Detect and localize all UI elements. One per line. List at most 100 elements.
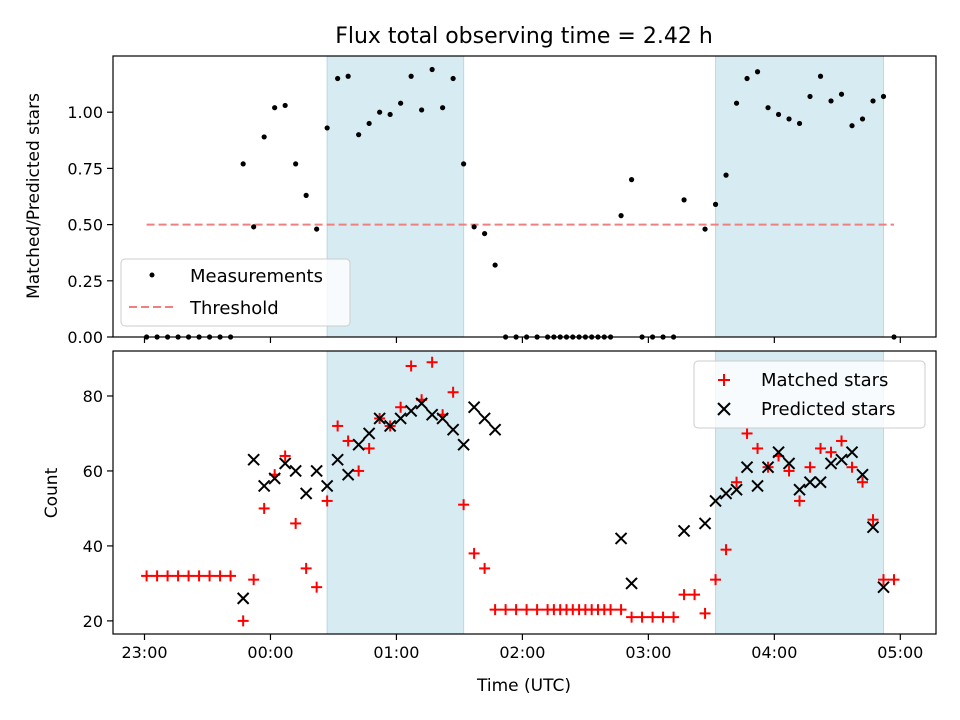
measurement-point [859, 116, 866, 122]
measurement-point [723, 172, 729, 178]
count-x-tick-label: 23:00 [121, 643, 167, 662]
x-axis-label: Time (UTC) [476, 676, 571, 696]
matched-star-point [783, 465, 795, 477]
count-plot-panel: 20 40 60 80 23:00 00:00 01:00 02:00 03:00 04:00 05… [42, 350, 937, 696]
predicted-star-point [751, 479, 764, 493]
measurement-point [775, 111, 782, 118]
measurement-point [240, 161, 246, 167]
predicted-star-point [478, 412, 491, 425]
predicted-star-point [730, 483, 743, 496]
measurement-point [880, 93, 887, 100]
matched-star-point [741, 427, 753, 439]
measurement-point [272, 105, 278, 111]
legend-matched-label: Matched stars [761, 370, 888, 391]
predicted-star-point [278, 457, 292, 470]
predicted-star-point [362, 427, 376, 440]
ratio-plot-axes: 0.00 0.25 0.50 0.75 1.00 [67, 55, 937, 347]
matched-star-point [867, 514, 879, 526]
predicted-star-point [803, 475, 817, 489]
ratio-legend: Measurements Threshold [120, 258, 351, 327]
count-x-tick-label: 01:00 [373, 643, 419, 662]
matched-star-point [237, 615, 249, 627]
matched-star-point [678, 589, 690, 601]
predicted-star-point [436, 412, 449, 425]
count-legend: Matched stars Predicted stars [693, 360, 926, 429]
ratio-plot-panel: 0.00 0.25 0.50 0.75 1.00 Matched/Predicted s… [24, 55, 937, 347]
ratio-legend-box [120, 258, 351, 327]
predicted-star-point [614, 532, 628, 545]
predicted-star-point [320, 479, 334, 493]
predicted-star-point [373, 412, 386, 425]
predicted-star-point [488, 423, 502, 436]
measurement-point [345, 73, 351, 79]
predicted-star-point [625, 577, 638, 590]
count-y-tick-label: 60 [83, 462, 103, 481]
predicted-star-point [845, 445, 859, 459]
matched-star-point [489, 604, 501, 616]
top-shaded-intervals [326, 55, 885, 338]
predicted-star-point [866, 520, 880, 534]
predicted-star-point [257, 479, 271, 493]
measurement-point [471, 224, 477, 230]
matched-star-point [426, 356, 438, 368]
matched-star-point [836, 435, 848, 447]
measurement-point [828, 98, 834, 104]
predicted-star-point [310, 464, 323, 478]
matched-star-point [857, 476, 869, 488]
matched-star-point [458, 499, 470, 511]
count-x-tick-label: 02:00 [499, 643, 545, 662]
measurement-point [702, 226, 708, 232]
count-x-tick-label: 04:00 [751, 643, 797, 662]
matched-star-point [710, 574, 722, 586]
matched-star-point [468, 547, 480, 559]
predicted-star-point [457, 438, 470, 451]
matched-star-point [151, 570, 163, 582]
matched-star-point [363, 442, 375, 454]
measurement-point [461, 161, 467, 167]
predicted-star-point [709, 494, 722, 508]
matched-star-point [815, 442, 827, 454]
matched-star-point [311, 581, 323, 593]
measurement-point [429, 66, 435, 73]
predicted-star-point [247, 453, 260, 466]
matched-star-point [804, 461, 816, 473]
measurement-point [838, 91, 845, 97]
measurement-point [733, 100, 740, 106]
ratio-y-tick-label: 1.00 [67, 103, 103, 122]
chart-title: Flux total observing time = 2.42 h [335, 24, 713, 49]
matched-star-point [825, 446, 837, 458]
matched-star-point [225, 570, 237, 582]
predicted-star-point [404, 404, 418, 418]
predicted-star-point [425, 408, 439, 421]
measurement-point [377, 109, 383, 115]
matched-star-point [888, 574, 900, 586]
ratio-axes-frame [112, 55, 937, 338]
predicted-star-point [782, 457, 796, 470]
measurement-point [712, 201, 719, 207]
measurement-point [807, 93, 813, 100]
predicted-star-point [677, 524, 691, 538]
matched-star-point [479, 562, 491, 574]
predicted-star-point [814, 475, 827, 489]
matched-star-point [626, 611, 638, 623]
matched-star-point [447, 386, 459, 398]
measurement-point [282, 102, 288, 109]
matched-star-point [699, 607, 711, 619]
legend-threshold-label: Threshold [189, 298, 279, 319]
matched-star-point [290, 517, 302, 529]
predicted-star-point [877, 580, 890, 594]
matched-star-point [510, 604, 522, 616]
matched-star-point [321, 495, 333, 507]
count-x-tick-label: 05:00 [877, 643, 923, 662]
predicted-star-point [856, 468, 869, 481]
matched-star-point [500, 604, 512, 616]
matched-star-point [279, 450, 291, 462]
measurement-point [817, 73, 824, 79]
matched-star-point [300, 562, 312, 574]
count-legend-box [693, 360, 926, 429]
ratio-y-axis-label: Matched/Predicted stars [24, 93, 44, 299]
measurement-point [681, 197, 687, 203]
predicted-star-point [761, 460, 775, 474]
predicted-star-point [835, 453, 848, 466]
matched-star-point [172, 570, 184, 582]
